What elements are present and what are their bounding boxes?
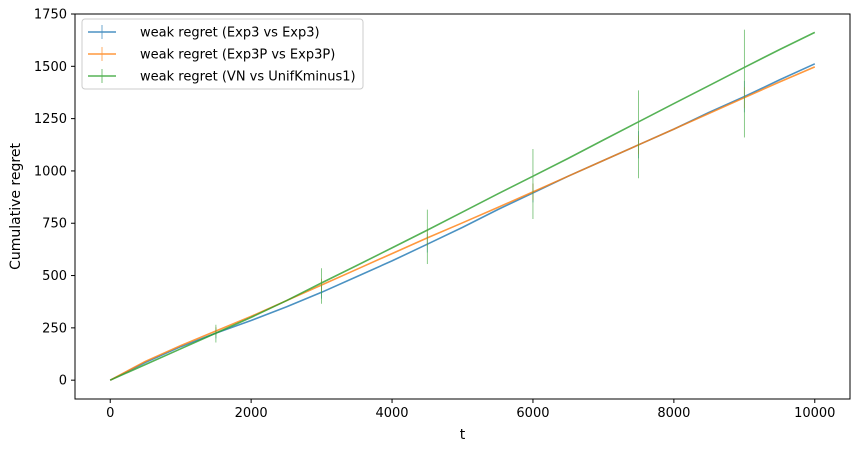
y-tick-label: 500: [42, 269, 67, 284]
y-tick-label: 1250: [34, 112, 67, 127]
legend: weak regret (Exp3 vs Exp3) weak regret (E…: [81, 18, 364, 90]
x-axis-label: t: [460, 427, 466, 443]
y-tick-label: 250: [42, 321, 67, 336]
series-line: [109, 31, 816, 381]
x-tick-label: 8000: [657, 406, 690, 421]
legend-handle: [88, 69, 116, 83]
legend-handle: [88, 47, 116, 61]
legend-handle: [88, 25, 116, 39]
y-tick-label: 1000: [34, 164, 67, 179]
plot-frame: [74, 13, 851, 400]
y-tick-label: 750: [42, 217, 67, 232]
legend-box: [81, 18, 364, 90]
y-tick-label: 1750: [34, 8, 67, 23]
legend-label: weak regret (Exp3P vs Exp3P): [140, 48, 335, 63]
y-axis: 0 250 500 750 1000 1250 1500 1750: [34, 8, 75, 389]
x-tick-label: 0: [106, 406, 114, 421]
legend-label: weak regret (VN vs UnifKminus1): [140, 70, 356, 85]
x-axis: 0 2000 4000 6000 8000 10000: [106, 399, 835, 421]
y-tick-label: 1500: [34, 60, 67, 75]
legend-label: weak regret (Exp3 vs Exp3): [140, 26, 320, 41]
y-axis-label: Cumulative regret: [8, 143, 24, 270]
series-line: [109, 66, 816, 381]
plot-content: [109, 29, 816, 381]
x-tick-label: 6000: [516, 406, 549, 421]
x-tick-label: 2000: [235, 406, 268, 421]
y-tick-label: 0: [59, 374, 67, 389]
x-tick-label: 4000: [375, 406, 408, 421]
series-3: [109, 29, 816, 381]
x-tick-label: 10000: [794, 406, 835, 421]
